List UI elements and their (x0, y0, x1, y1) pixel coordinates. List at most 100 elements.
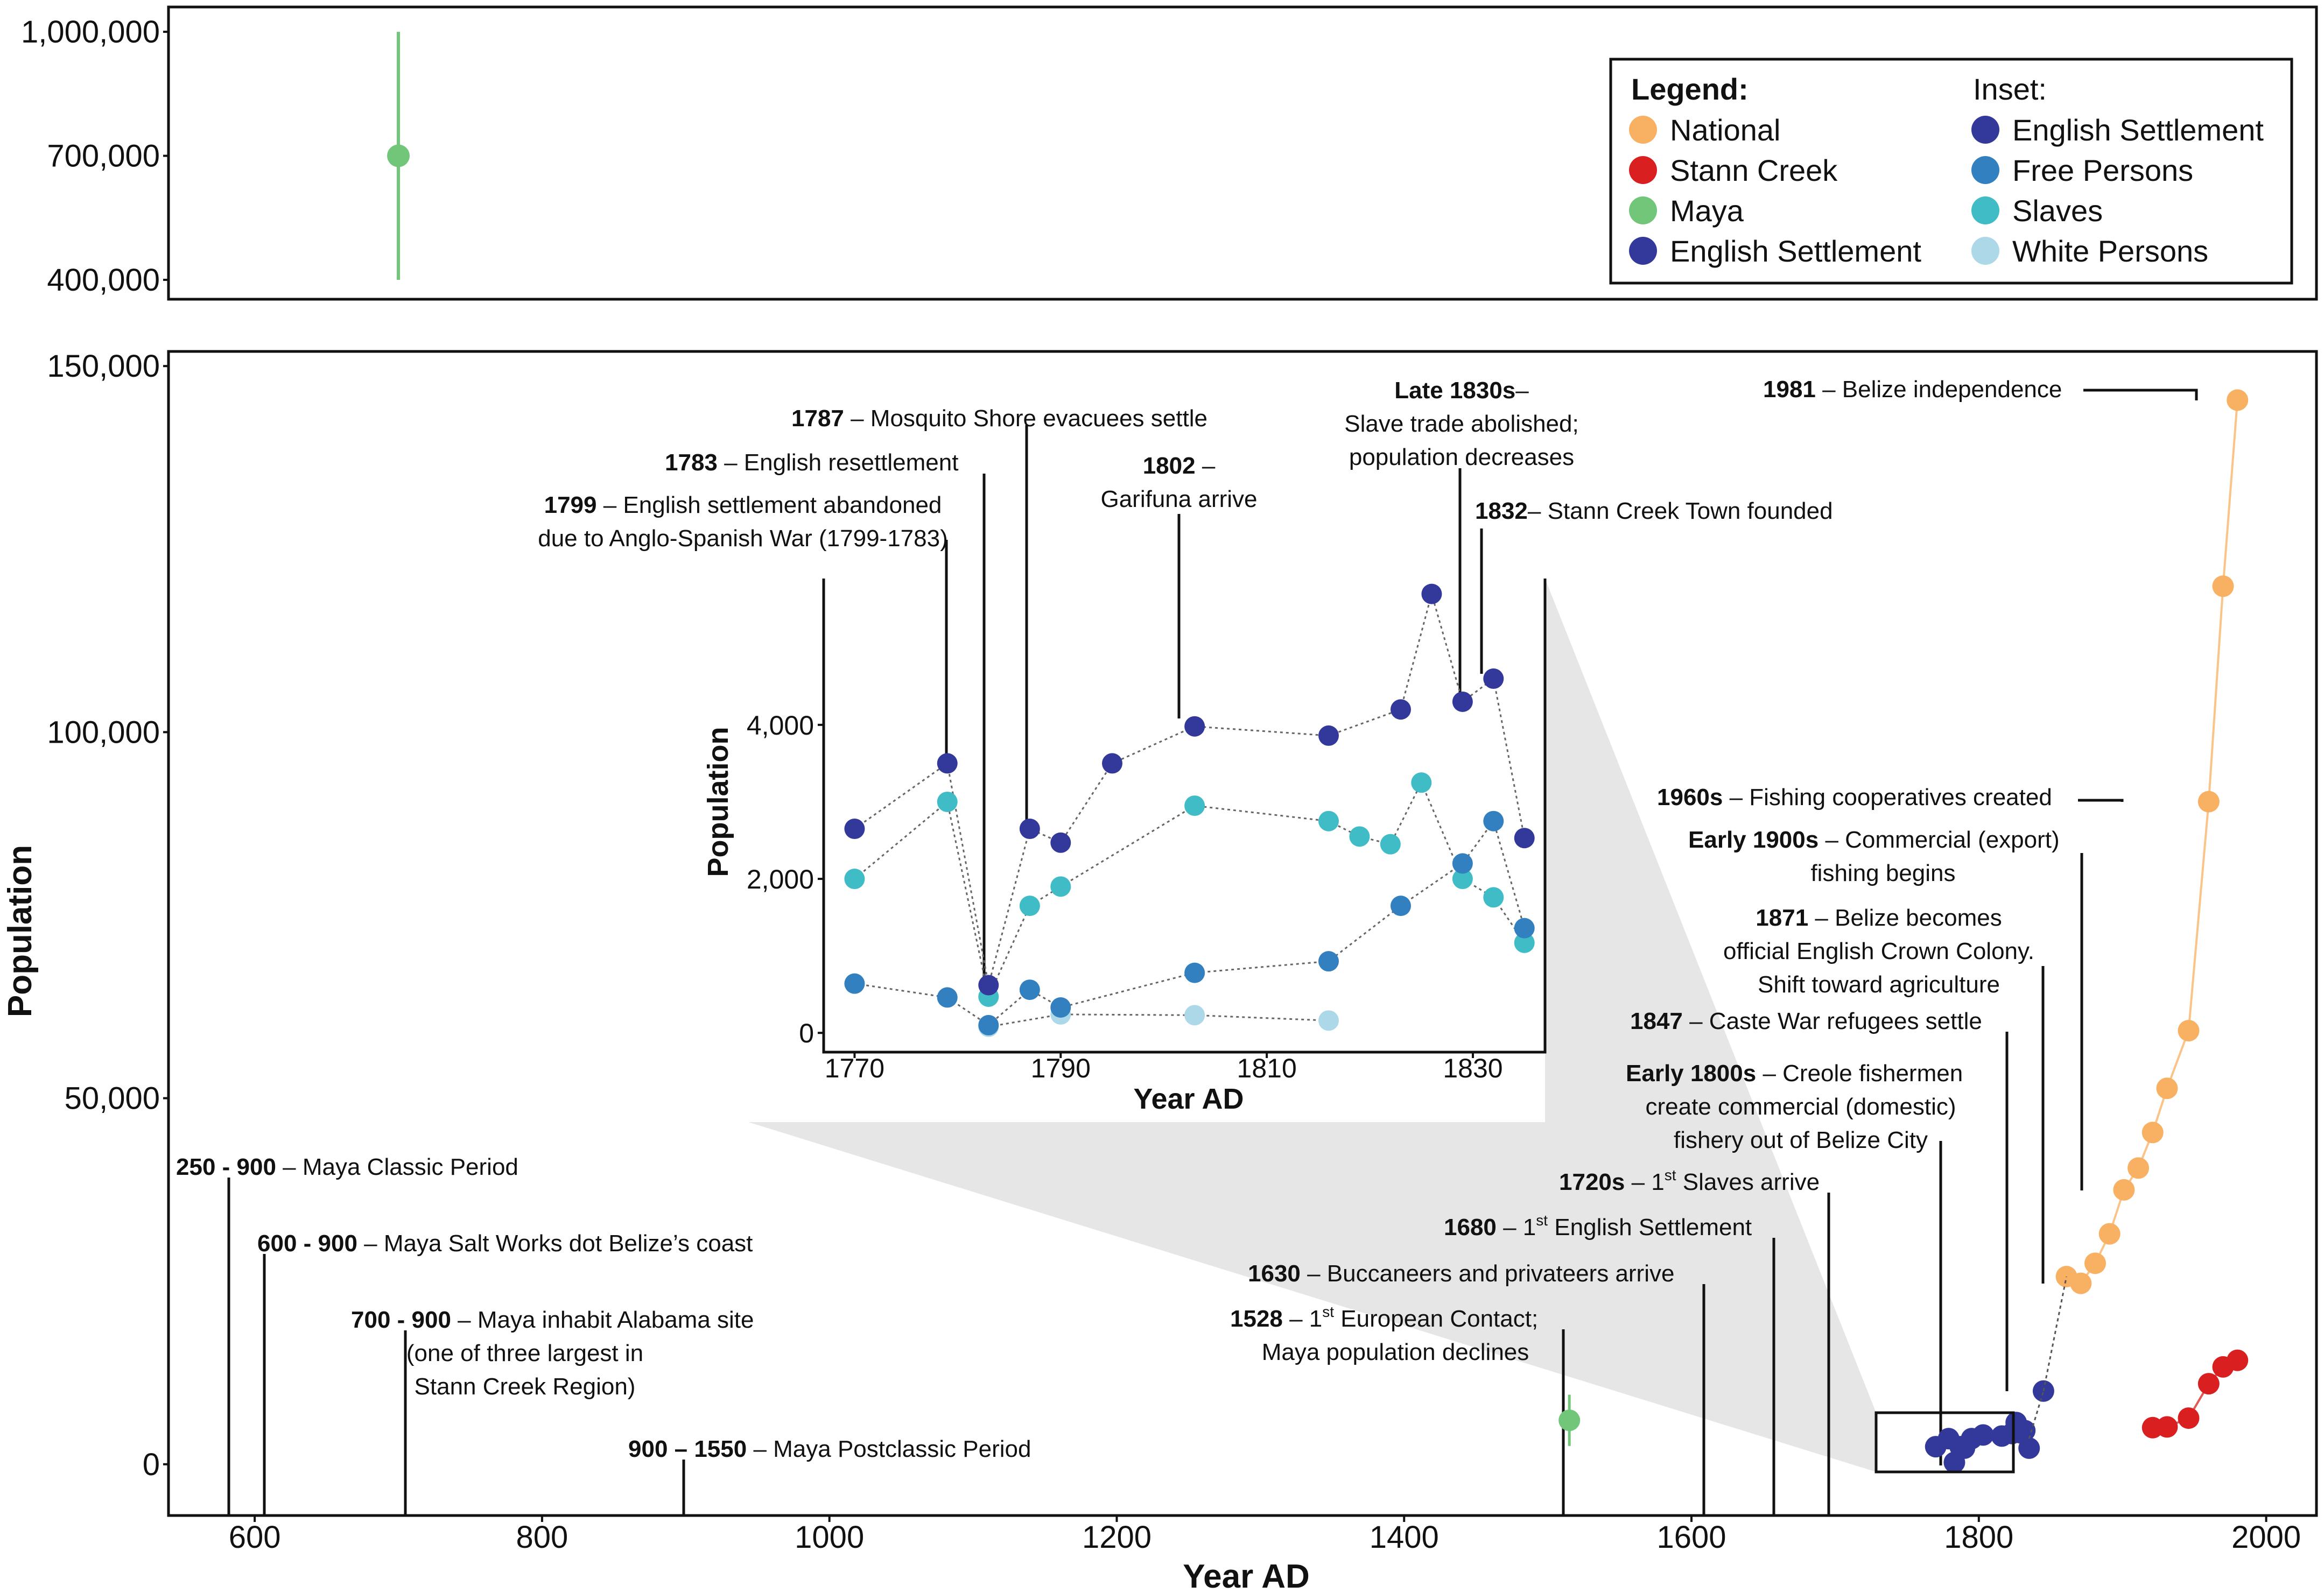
y-tick-label: 100,000 (47, 715, 160, 750)
annotation-900-1550: 900 – 1550 – Maya Postclassic Period (628, 1436, 1031, 1462)
legend-swatch-free-persons (1971, 156, 1999, 184)
inset-slaves-point (1411, 772, 1432, 793)
national-point (2227, 389, 2249, 411)
legend-label-english-settlement: English Settlement (1670, 234, 1921, 268)
main-axis-ticks: 600 800 1000 1200 1400 1600 1800 2000 0 50,000 100… (47, 349, 2301, 1555)
annotation-700-900-line1: 700 - 900 – Maya inhabit Alabama site (351, 1307, 754, 1333)
inset-y-tick-label: 0 (799, 1018, 814, 1048)
inset-white-persons-line (988, 1013, 1329, 1028)
inset-annotation-lines (945, 425, 1483, 988)
inset-free-persons-point (937, 987, 958, 1008)
inset-slaves-point (1318, 810, 1339, 831)
legend-label-stann-creek: Stann Creek (1670, 153, 1838, 187)
annotation-early-1800s: Early 1800s – Creole fishermen create co… (1626, 1060, 1963, 1153)
annotation-early-1900s-line1: Early 1900s – Commercial (export) (1688, 827, 2060, 853)
annotation-1799-line2: due to Anglo-Spanish War (1799-1783) (538, 525, 948, 552)
inset-english-settlement-point (1421, 583, 1442, 604)
legend-swatch-national (1629, 116, 1657, 144)
annotation-1871-line1: 1871 – Belize becomes (1756, 905, 2002, 931)
top-y-ticks: 400,000 700,000 1,000,000 (21, 15, 168, 298)
inset-y-axis-title: Population (702, 727, 734, 877)
inset-english-settlement-point (1318, 725, 1339, 746)
annotation-early-1900s: Early 1900s – Commercial (export) fishin… (1688, 827, 2060, 886)
annotation-early-1900s-line2: fishing begins (1810, 860, 1955, 886)
english-settlement-inset-cluster-point (2018, 1437, 2040, 1459)
inset-x-tick-label: 1830 (1443, 1053, 1502, 1083)
inset-x-tick-label: 1770 (825, 1053, 884, 1083)
legend: Legend: Inset: National Stann Creek Maya… (1609, 58, 2293, 285)
annotation-700-900-line3: Stann Creek Region) (415, 1373, 636, 1400)
maya-point (1558, 1409, 1581, 1432)
annotation-1787: 1787 – Mosquito Shore evacuees settle (791, 405, 1207, 432)
inset-free-persons-point (1483, 810, 1504, 831)
inset-english-settlement-point (1050, 832, 1071, 853)
legend-label-white-persons: White Persons (2012, 234, 2208, 268)
annotation-1802: 1802 – Garifuna arrive (1100, 453, 1257, 512)
annotation-250-900: 250 - 900 – Maya Classic Period (176, 1154, 518, 1180)
inset-english-settlement-point (1483, 668, 1504, 689)
inset-english-settlement-point (1019, 819, 1040, 840)
inset-x-tick-label: 1790 (1031, 1053, 1091, 1083)
annotation-early-1800s-line3: fishery out of Belize City (1674, 1127, 1928, 1153)
national-point (2212, 575, 2234, 597)
annotation-1832: 1832– Stann Creek Town founded (1475, 498, 1833, 524)
inset-english-settlement-point (1452, 691, 1473, 712)
annotation-1871-line3: Shift toward agriculture (1758, 971, 2000, 998)
inset-x-tick-label: 1810 (1237, 1053, 1297, 1083)
annotation-late-1830s-line3: population decreases (1349, 444, 1574, 470)
inset-annotations: 1787 – Mosquito Shore evacuees settle 17… (538, 377, 1832, 552)
inset-english-settlement-point (1391, 699, 1411, 720)
top-points (387, 32, 410, 280)
inset-slaves-point (1019, 896, 1040, 917)
inset-white-persons-point (1318, 1010, 1339, 1031)
national-point (2142, 1122, 2164, 1144)
annotation-1528: 1528 – 1st European Contact; Maya popula… (1230, 1303, 1538, 1365)
legend-inset-title: Inset: (1973, 72, 2047, 106)
annotation-late-1830s-line2: Slave trade abolished; (1344, 411, 1578, 437)
inset-free-persons-point (1452, 853, 1473, 874)
inset-free-persons-point (1184, 962, 1205, 983)
stann-creek-point (2156, 1416, 2178, 1438)
inset-free-persons-point (1391, 896, 1411, 917)
national-point (2098, 1223, 2121, 1245)
inset-free-persons-point (1050, 997, 1071, 1018)
annotation-late-1830s: Late 1830s– Slave trade abolished; popul… (1344, 377, 1578, 470)
x-tick-label: 800 (516, 1520, 568, 1555)
main-panel: 600 800 1000 1200 1400 1600 1800 2000 0 50,000 100… (2, 349, 2318, 1593)
inset-slaves-point (1050, 876, 1071, 897)
annotation-late-1830s-line1: Late 1830s– (1394, 377, 1529, 404)
inset-y-tick-label: 2,000 (747, 864, 814, 894)
top-panel-frame (167, 5, 2318, 301)
annotation-1528-line1: 1528 – 1st European Contact; (1230, 1303, 1538, 1332)
legend-label-inset-english-settlement: English Settlement (2012, 113, 2264, 147)
main-panel-frame (167, 350, 2318, 1517)
main-points (1558, 389, 2249, 1474)
top-y-tick-label: 1,000,000 (21, 15, 160, 50)
annotation-1871: 1871 – Belize becomes official English C… (1723, 905, 2034, 998)
legend-label-national: National (1670, 113, 1780, 147)
leader-1981 (2083, 389, 2198, 400)
top-maya-point (387, 144, 410, 167)
main-annotations: 250 - 900 – Maya Classic Period 600 - 90… (176, 376, 2062, 1462)
x-tick-label: 600 (229, 1520, 281, 1555)
inset-slaves-point (1349, 826, 1370, 847)
x-tick-label: 2000 (2231, 1520, 2301, 1555)
legend-swatch-maya (1629, 196, 1657, 224)
inset-english-settlement-point (978, 975, 999, 996)
inset-english-settlement-point (1102, 753, 1122, 774)
annotation-1528-line2: Maya population declines (1262, 1339, 1529, 1365)
national-point (2084, 1252, 2106, 1274)
main-x-axis-title: Year AD (1183, 1558, 1310, 1593)
top-y-tick-label: 400,000 (47, 263, 160, 298)
leader-1960s (2078, 799, 2124, 802)
inset-slaves-point (1483, 887, 1504, 908)
annotation-700-900-line2: (one of three largest in (406, 1340, 643, 1366)
inset-free-persons-point (978, 1014, 999, 1035)
x-tick-label: 1600 (1657, 1520, 1726, 1555)
english-to-national-link (2042, 1276, 2068, 1392)
inset-slaves-point (1380, 834, 1401, 855)
inset-axes (822, 579, 1547, 1054)
annotation-1847: 1847 – Caste War refugees settle (1630, 1008, 1982, 1034)
inset-english-settlement-point (1184, 716, 1205, 737)
